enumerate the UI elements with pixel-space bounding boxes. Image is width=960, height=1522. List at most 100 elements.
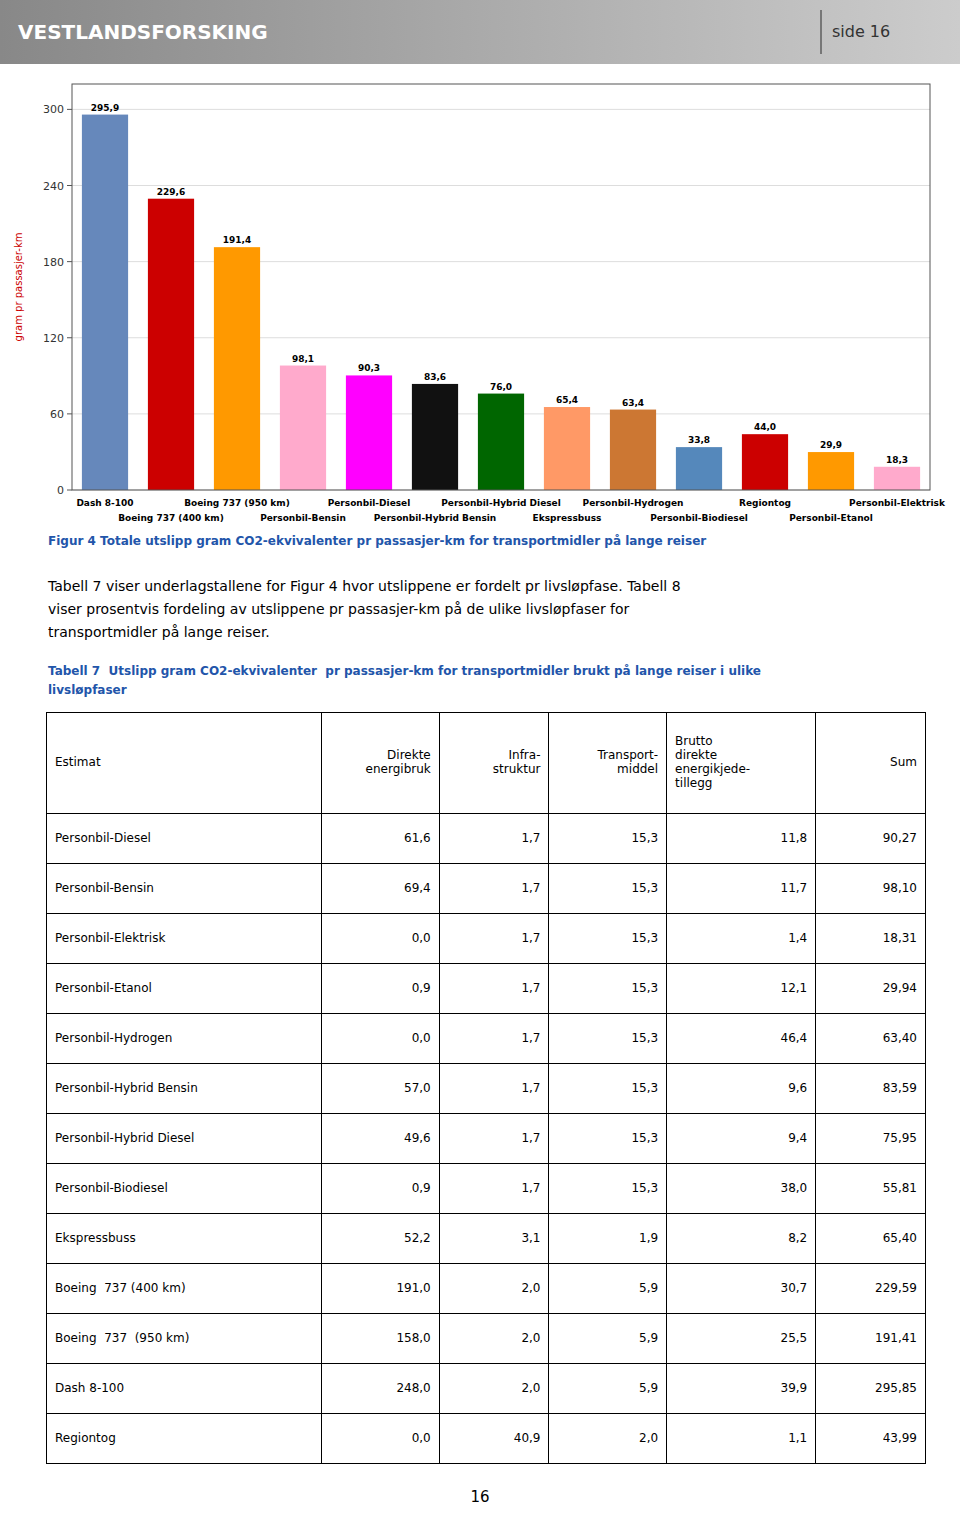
table-cell: 1,7	[439, 914, 549, 964]
y-tick	[67, 413, 72, 414]
table-cell: 18,31	[816, 914, 926, 964]
x-tick-label: Personbil-Etanol	[789, 513, 873, 523]
table-cell: 46,4	[667, 1014, 816, 1064]
data-label: 83,6	[424, 372, 446, 382]
table-cell: Personbil-Biodiesel	[47, 1164, 322, 1214]
table-cell: 15,3	[549, 864, 667, 914]
table-cell: 2,0	[439, 1314, 549, 1364]
bar	[544, 407, 590, 490]
table-cell: 191,41	[816, 1314, 926, 1364]
table-cell: 9,4	[667, 1114, 816, 1164]
data-label: 65,4	[556, 395, 578, 405]
y-tick	[67, 185, 72, 186]
table-cell: 75,95	[816, 1114, 926, 1164]
table-title: Tabell 7 Utslipp gram CO2-ekvivalenter p…	[48, 664, 761, 678]
table-cell: 1,9	[549, 1214, 667, 1264]
bar	[214, 247, 260, 490]
table-cell: Personbil-Elektrisk	[47, 914, 322, 964]
data-label: 33,8	[688, 435, 710, 445]
data-table: EstimatDirekte energibrukInfra- struktur…	[46, 712, 926, 1464]
x-tick-label: Personbil-Biodiesel	[650, 513, 748, 523]
table-cell: 2,0	[439, 1264, 549, 1314]
table-cell: 39,9	[667, 1364, 816, 1414]
table-cell: 90,27	[816, 814, 926, 864]
table-cell: 1,7	[439, 1014, 549, 1064]
paragraph-line: transportmidler på lange reiser.	[48, 624, 270, 640]
grid-line	[72, 109, 930, 110]
table-cell: 158,0	[322, 1314, 440, 1364]
y-tick	[67, 490, 72, 491]
grid-line	[72, 185, 930, 186]
x-tick-label: Regiontog	[739, 498, 791, 508]
table-cell: 25,5	[667, 1314, 816, 1364]
data-label: 229,6	[157, 187, 185, 197]
table-cell: 1,7	[439, 1064, 549, 1114]
table-cell: Boeing 737 (400 km)	[47, 1264, 322, 1314]
y-tick-label: 120	[43, 332, 64, 345]
y-tick-label: 180	[43, 256, 64, 269]
y-tick-label: 60	[50, 408, 64, 421]
table-cell: 248,0	[322, 1364, 440, 1414]
table-cell: 0,9	[322, 964, 440, 1014]
table-cell: 5,9	[549, 1314, 667, 1364]
table-cell: 30,7	[667, 1264, 816, 1314]
table-cell: 2,0	[549, 1414, 667, 1464]
y-tick-label: 0	[57, 484, 64, 497]
x-tick-label: Personbil-Hybrid Diesel	[441, 498, 561, 508]
table-cell: 52,2	[322, 1214, 440, 1264]
data-label: 18,3	[886, 455, 908, 465]
x-tick-label: Ekspressbuss	[533, 513, 602, 523]
table-cell: 83,59	[816, 1064, 926, 1114]
header-text: VESTLANDSFORSKING	[18, 0, 268, 64]
header-separator	[820, 10, 822, 54]
page-text: side 16	[832, 0, 890, 64]
x-tick-label: Personbil-Hybrid Bensin	[374, 513, 497, 523]
bar	[742, 434, 788, 490]
y-tick	[67, 109, 72, 110]
table-cell: 1,7	[439, 964, 549, 1014]
y-axis-label: gram pr passasjer-km	[13, 233, 24, 342]
table-cell: 15,3	[549, 964, 667, 1014]
table-header-cell: Transport- middel	[549, 713, 667, 814]
table-cell: Boeing 737 (950 km)	[47, 1314, 322, 1364]
table-cell: 3,1	[439, 1214, 549, 1264]
table-cell: 229,59	[816, 1264, 926, 1314]
table-title: livsløpfaser	[48, 683, 127, 697]
paragraph-line: Tabell 7 viser underlagstallene for Figu…	[48, 578, 681, 594]
bar	[412, 384, 458, 490]
table-cell: 0,0	[322, 914, 440, 964]
data-label: 90,3	[358, 363, 380, 373]
table-cell: 1,7	[439, 814, 549, 864]
table-cell: 11,7	[667, 864, 816, 914]
bar	[610, 410, 656, 490]
table-cell: 65,40	[816, 1214, 926, 1264]
table-cell: 0,0	[322, 1014, 440, 1064]
y-tick	[67, 337, 72, 338]
x-tick-label: Personbil-Hydrogen	[583, 498, 684, 508]
chart-title: Figur 4 Totale utslipp gram CO2-ekvivale…	[48, 534, 928, 548]
table-cell: Personbil-Bensin	[47, 864, 322, 914]
table-cell: 29,94	[816, 964, 926, 1014]
table-header-cell: Estimat	[47, 713, 322, 814]
x-tick-label: Boeing 737 (950 km)	[184, 498, 290, 508]
y-tick	[67, 261, 72, 262]
table-cell: 57,0	[322, 1064, 440, 1114]
paragraph-line: viser prosentvis fordeling av utslippene…	[48, 601, 629, 617]
table-cell: 1,7	[439, 1164, 549, 1214]
table-cell: 63,40	[816, 1014, 926, 1064]
table-cell: 15,3	[549, 914, 667, 964]
table-cell: 69,4	[322, 864, 440, 914]
table-cell: 61,6	[322, 814, 440, 864]
table-cell: 5,9	[549, 1364, 667, 1414]
table-header-cell: Sum	[816, 713, 926, 814]
data-label: 98,1	[292, 354, 314, 364]
table-cell: 1,7	[439, 1114, 549, 1164]
table-cell: Regiontog	[47, 1414, 322, 1464]
data-label: 44,0	[754, 422, 776, 432]
bar	[808, 452, 854, 490]
table-cell: 43,99	[816, 1414, 926, 1464]
plot-frame	[72, 84, 930, 490]
table-cell: Personbil-Hybrid Bensin	[47, 1064, 322, 1114]
bar	[346, 375, 392, 490]
page-number: 16	[0, 1488, 960, 1506]
